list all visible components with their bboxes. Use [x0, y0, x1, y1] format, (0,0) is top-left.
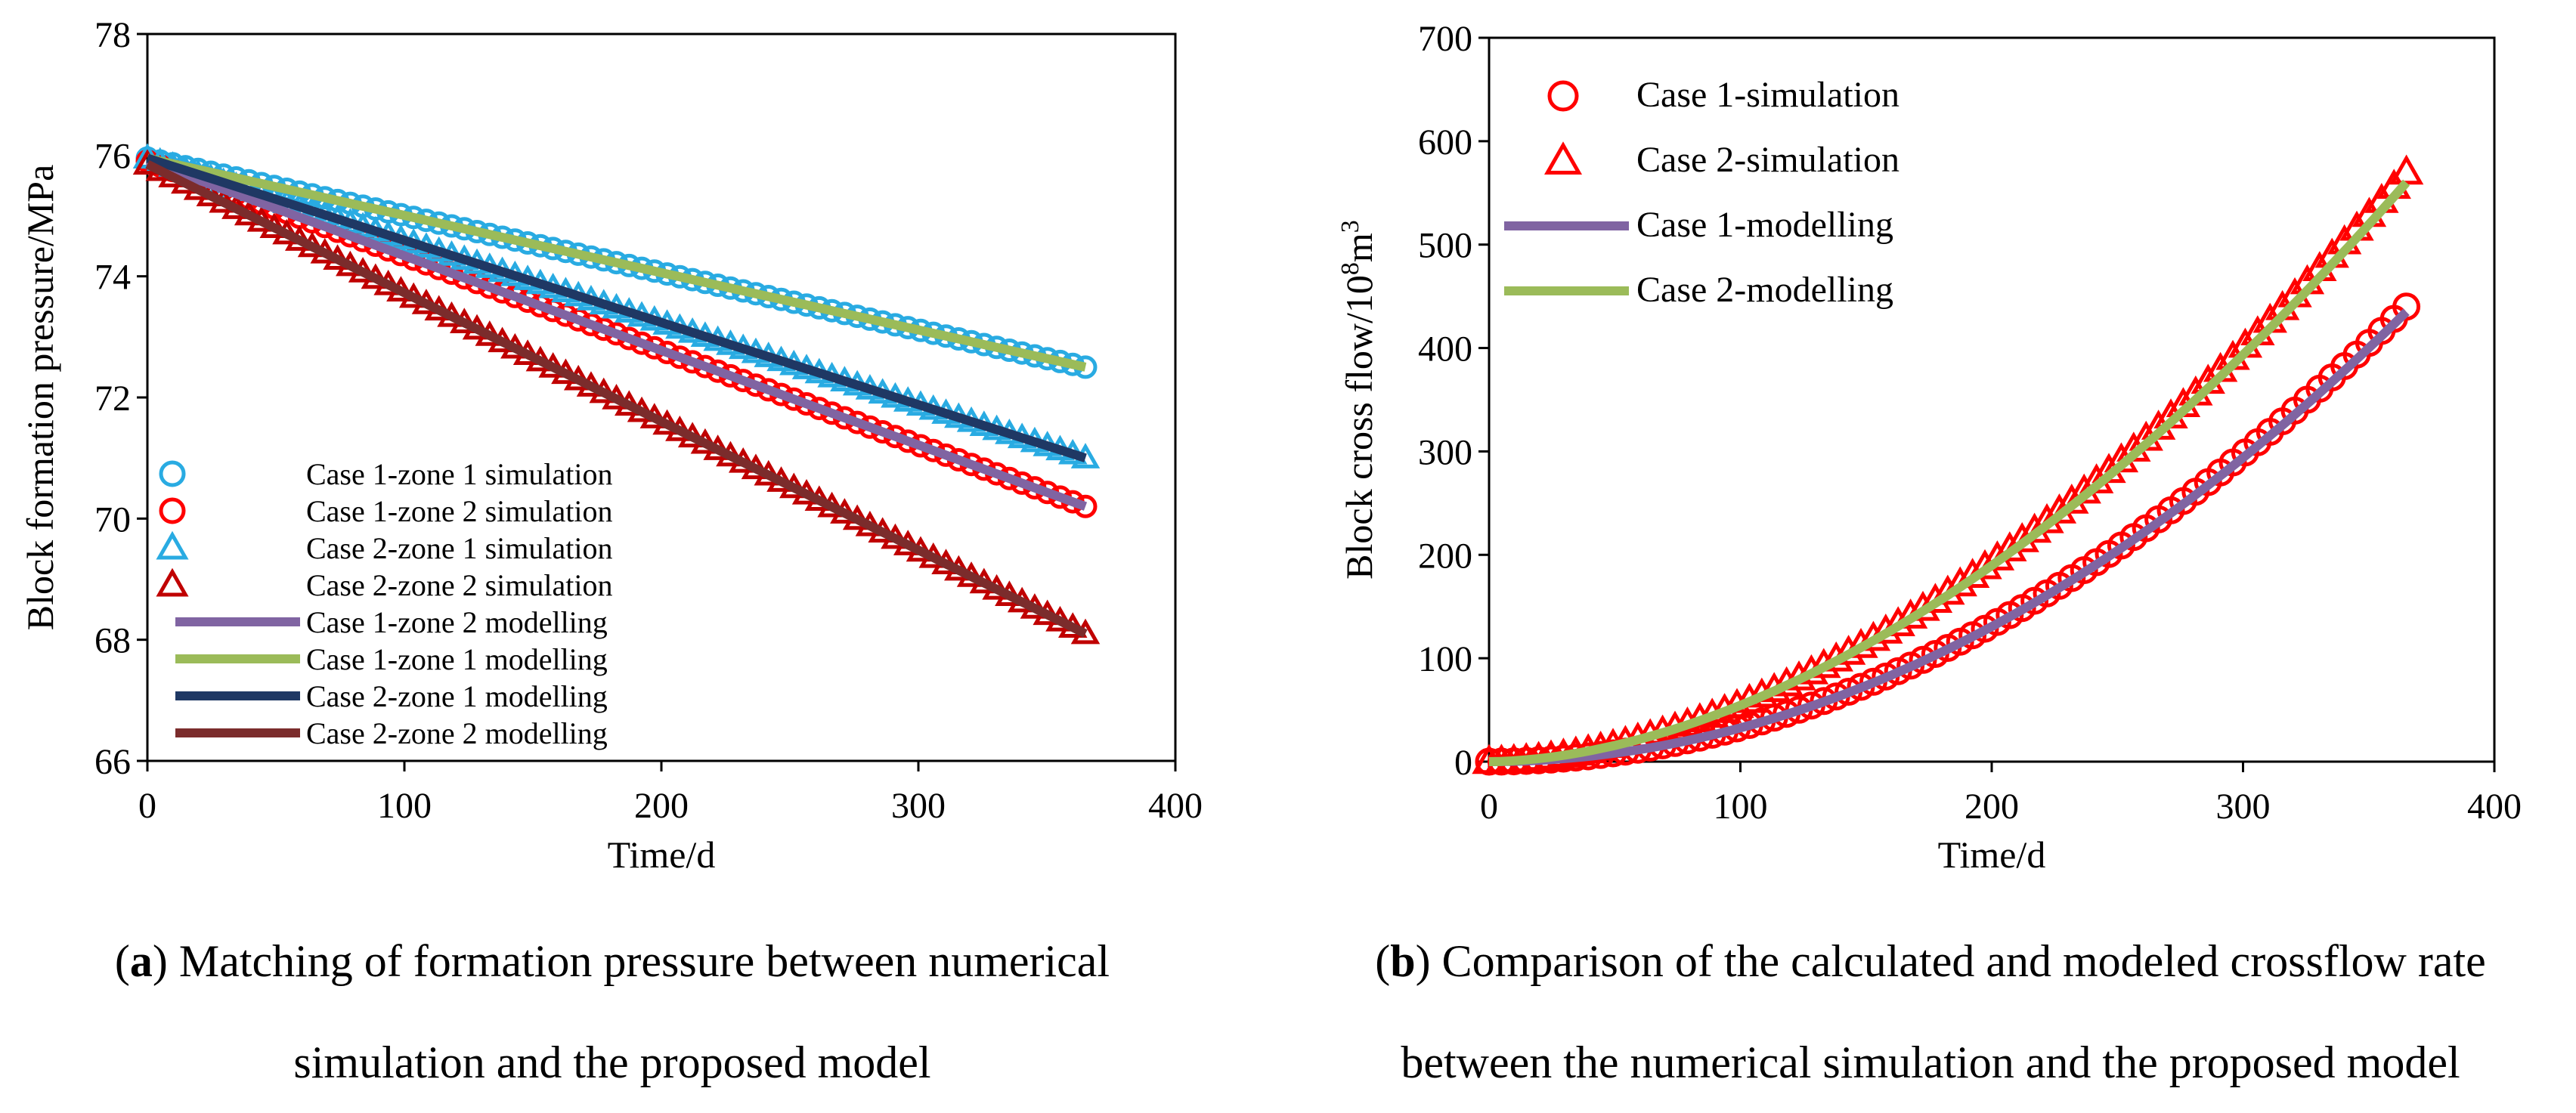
chart-b-y-tick-label: 500: [1418, 226, 1472, 266]
chart-b-x-tick-label: 0: [1480, 787, 1498, 827]
chart-b-y-axis-title-main: Block cross flow/10: [1338, 275, 1380, 580]
chart-a-legend-label-0: Case 1-zone 1 simulation: [306, 457, 612, 491]
caption-b-line2: between the numerical simulation and the…: [1401, 1037, 2460, 1087]
chart-a-x-tick-label: 0: [138, 786, 156, 826]
caption-a-tag: a: [129, 936, 153, 986]
chart-b-y-tick-label: 200: [1418, 536, 1472, 576]
chart-a-series-7-line: [145, 160, 1088, 638]
chart-a-x-tick-label: 100: [377, 786, 432, 826]
chart-b-y-tick-label: 400: [1418, 329, 1472, 369]
chart-a-legend-symbol-2: [156, 530, 189, 560]
chart-b-series-3-line: [1488, 179, 2410, 766]
chart-a-legend-label-7: Case 2-zone 2 modelling: [306, 716, 608, 750]
chart-b-legend-symbol-1: [1543, 141, 1583, 175]
chart-a-plot-frame: [146, 32, 1177, 762]
chart-b-series-1: [1472, 154, 2424, 774]
chart-b-series-1-point: [2389, 154, 2424, 185]
chart-a-legend-label-4: Case 1-zone 2 modelling: [306, 605, 608, 639]
chart-b-y-tick-label: 100: [1418, 639, 1472, 679]
chart-b-x-tick-label: 400: [2467, 787, 2522, 827]
caption-b-tag: b: [1390, 936, 1416, 986]
chart-a-y-axis-title-main: Block formation pressure/MPa: [19, 165, 61, 631]
chart-a-series-5-line: [146, 153, 1087, 372]
chart-a-x-tick-label: 200: [634, 786, 689, 826]
caption-a: (a) Matching of formation pressure betwe…: [0, 910, 1225, 1113]
chart-b-x-tick-label: 300: [2216, 787, 2271, 827]
chart-a-y-tick-label: 76: [94, 136, 131, 176]
chart-a-series-6-line: [146, 153, 1087, 462]
chart-a-series-4-line: [145, 156, 1088, 511]
chart-a-y-tick-label: 72: [94, 379, 131, 419]
chart-a-legend-label-2: Case 2-zone 1 simulation: [306, 531, 612, 565]
chart-b-legend-label-2: Case 1-modelling: [1636, 205, 1893, 245]
chart-a-legend-label-1: Case 1-zone 2 simulation: [306, 494, 612, 528]
chart-a-y-tick-label: 78: [94, 15, 131, 55]
chart-a-legend-label-5: Case 1-zone 1 modelling: [306, 642, 608, 676]
chart-b-y-axis-title-sup: 8: [1336, 262, 1364, 275]
caption-b: (b) Comparison of the calculated and mod…: [1285, 910, 2576, 1113]
chart-b-legend-symbol-0: [1547, 80, 1579, 112]
chart-a-legend-label-3: Case 2-zone 2 simulation: [306, 568, 612, 602]
chart-a-x-tick-label: 300: [891, 786, 946, 826]
chart-a-legend-symbol-1: [159, 497, 186, 524]
chart-b-series-2-line: [1488, 308, 2410, 766]
chart-b-y-axis-title-sup2: 3: [1336, 220, 1364, 233]
chart-b-y-tick-label: 0: [1454, 743, 1472, 783]
chart-b-x-tick-label: 200: [1965, 787, 2019, 827]
chart-a-legend-label-6: Case 2-zone 1 modelling: [306, 679, 608, 713]
chart-a-series-layer: [132, 143, 1101, 645]
caption-b-line1: (b) Comparison of the calculated and mod…: [1375, 936, 2486, 986]
chart-a-y-tick-label: 74: [94, 258, 131, 298]
chart-a-y-tick-label: 66: [94, 742, 131, 782]
chart-a: 0 100 200 300 400 66 68 70 72 74 76 78 Time/d Block f…: [19, 15, 1203, 876]
chart-b-legend: Case 1-simulation Case 2-simulation Case 1…: [1504, 75, 1899, 310]
chart-b-y-tick-label: 700: [1418, 19, 1472, 59]
chart-a-legend-symbol-3: [156, 567, 189, 597]
chart-a-y-tick-label: 68: [94, 621, 131, 661]
chart-b-x-tick-label: 100: [1714, 787, 1768, 827]
chart-a-y-tick-label: 70: [94, 499, 131, 539]
caption-a-line2: simulation and the proposed model: [293, 1037, 931, 1087]
chart-a-legend-symbol-0: [159, 460, 186, 487]
chart-b-y-axis-title-tail: m: [1338, 233, 1380, 262]
chart-a-x-axis-title: Time/d: [608, 833, 716, 876]
chart-b-y-tick-label: 600: [1418, 122, 1472, 162]
chart-a-x-tick-label: 400: [1148, 786, 1203, 826]
chart-b-y-axis-title: Block cross flow/108m3: [1336, 220, 1380, 580]
chart-b-legend-label-1: Case 2-simulation: [1636, 140, 1899, 180]
chart-b-series-layer: [1472, 154, 2424, 776]
chart-b: 0 100 200 300 400 0 100 200 300 400 500 600 700 Time/…: [1336, 19, 2522, 876]
chart-b-series-0-point: [2392, 292, 2421, 321]
caption-a-line1: (a) Matching of formation pressure betwe…: [114, 936, 1110, 986]
chart-b-legend-label-0: Case 1-simulation: [1636, 75, 1899, 115]
chart-b-y-tick-label: 300: [1418, 432, 1472, 472]
chart-b-x-axis-title: Time/d: [1938, 833, 2046, 876]
chart-b-legend-label-3: Case 2-modelling: [1636, 270, 1893, 310]
chart-b-series-0: [1475, 292, 2421, 776]
chart-a-y-axis-title: Block formation pressure/MPa: [19, 165, 61, 631]
